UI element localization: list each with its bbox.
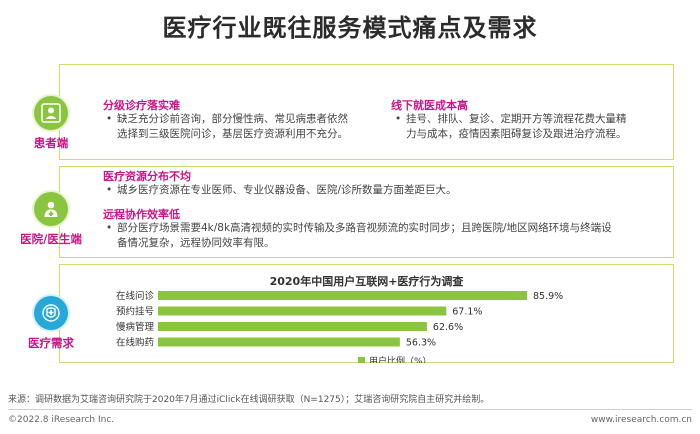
footer-divider <box>8 409 692 410</box>
data-label: 67.1% <box>452 307 482 318</box>
patient-left-line1: 缺乏充分诊前咨询，部分慢性病、常见病患者依然 <box>117 113 348 125</box>
hospital-block1-text: • 城乡医疗资源在专业医师、专业仪器设备、医院/诊所数量方面差距巨大。 <box>106 183 457 198</box>
website-url: www.iresearch.com.cn <box>590 415 692 425</box>
bullet-icon: • <box>395 113 402 125</box>
hospital-icon-group: 医院/医生端 <box>20 192 82 247</box>
patient-right-line1: 挂号、排队、复诊、定期开方等流程花费大量精 <box>406 113 627 125</box>
category-label: 在线购药 <box>116 337 154 349</box>
page-title: 医疗行业既往服务模式痛点及需求 <box>162 14 538 42</box>
patient-right-text: • 挂号、排队、复诊、定期开方等流程花费大量精 力与成本，疫情因素阻碍复诊及跟进… <box>395 112 627 142</box>
patient-right-line2: 力与成本，疫情因素阻碍复诊及跟进治疗流程。 <box>406 128 627 140</box>
patient-left-heading: 分级诊疗落实难 <box>103 99 180 112</box>
patient-right-heading: 线下就医成本高 <box>391 99 468 112</box>
legend-label: 用户比例（%） <box>369 355 432 363</box>
bullet-icon: • <box>106 113 113 125</box>
bar <box>158 322 427 331</box>
demand-icon-group: 医疗需求 <box>22 296 80 351</box>
patient-icon-group: 患者端 <box>22 96 80 151</box>
user-icon <box>34 96 68 130</box>
patient-label: 患者端 <box>33 136 69 150</box>
legend-swatch <box>358 357 365 363</box>
bullet-icon: • <box>106 222 113 234</box>
chart-title: 2020年中国用户互联网+医疗行为调查 <box>269 275 464 288</box>
data-label: 62.6% <box>433 322 463 333</box>
hospital-block2-line1: 部分医疗场景需要4k/8k高清视频的实时传输及多路音视频流的实时同步；且跨医院/… <box>117 222 612 234</box>
category-label: 慢病管理 <box>116 321 155 333</box>
hospital-block2-text: • 部分医疗场景需要4k/8k高清视频的实时传输及多路音视频流的实时同步；且跨医… <box>106 221 672 251</box>
source-note: 来源：调研数据为艾瑞咨询研究院于2020年7月通过iClick在线调研获取（N=… <box>8 395 490 405</box>
patient-panel <box>59 64 674 160</box>
bullet-icon: • <box>106 184 113 196</box>
bar <box>158 291 528 300</box>
demand-label: 医疗需求 <box>28 336 74 350</box>
category-label: 在线问诊 <box>116 290 155 302</box>
medical-demand-icon <box>34 296 68 330</box>
hospital-panel <box>59 166 674 258</box>
bar <box>158 337 400 347</box>
data-label: 85.9% <box>533 291 563 302</box>
hospital-block1-line1: 城乡医疗资源在专业医师、专业仪器设备、医院/诊所数量方面差距巨大。 <box>117 184 457 196</box>
copyright: ©2022.8 iResearch Inc. <box>8 415 115 425</box>
hospital-label: 医院/医生端 <box>20 232 82 246</box>
hospital-block1-heading: 医疗资源分布不均 <box>103 170 191 183</box>
doctor-icon <box>34 192 68 226</box>
patient-left-line2: 选择到三级医院问诊，基层医疗资源利用不充分。 <box>117 128 348 140</box>
category-label: 预约挂号 <box>116 306 154 318</box>
hospital-block2-line2: 备情况复杂，远程协同效率有限。 <box>117 237 275 249</box>
bar <box>158 306 447 316</box>
data-label: 56.3% <box>406 338 436 349</box>
bar-chart: 在线问诊 85.9% 预约挂号 67.1% 慢病管理 62.6% 在线购药 56.3% 用户比例… <box>116 290 563 363</box>
hospital-block2-heading: 远程协作效率低 <box>103 208 180 221</box>
patient-left-text: • 缺乏充分诊前咨询，部分慢性病、常见病患者依然 选择到三级医院问诊，基层医疗资… <box>106 112 348 142</box>
